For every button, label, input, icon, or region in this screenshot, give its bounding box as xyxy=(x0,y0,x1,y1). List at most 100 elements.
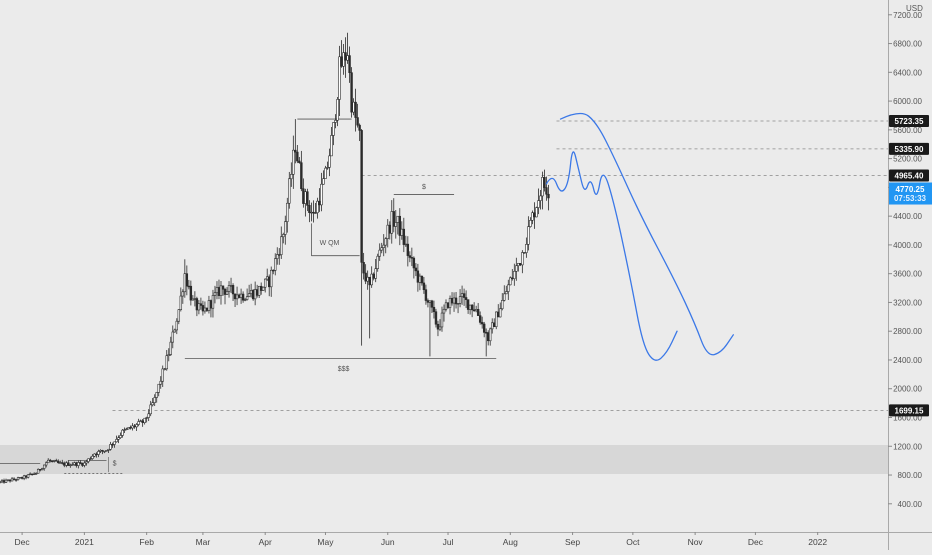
candle-body xyxy=(472,309,476,312)
candle-body xyxy=(57,460,60,463)
candle-body xyxy=(219,285,223,296)
candle-body xyxy=(402,228,406,245)
candle-body xyxy=(177,309,181,322)
candle-body xyxy=(280,236,283,255)
candle-body xyxy=(412,257,416,269)
candle-body xyxy=(519,263,522,266)
candle-body xyxy=(386,224,389,239)
candle-body xyxy=(286,202,289,222)
candle-body xyxy=(85,461,88,464)
candle-body xyxy=(47,459,50,464)
candle-body xyxy=(495,311,498,328)
candle-body xyxy=(296,151,299,162)
candle-body xyxy=(123,429,126,431)
candle-body xyxy=(368,276,371,286)
candle-body xyxy=(113,441,116,445)
candle-body xyxy=(20,477,24,479)
candle-body xyxy=(167,354,170,356)
candle-body xyxy=(420,275,424,284)
candle-body xyxy=(143,417,146,423)
candle-body xyxy=(241,293,245,301)
time-tick-label: Jun xyxy=(381,537,395,547)
candle-body xyxy=(129,427,132,429)
candle-body xyxy=(384,238,387,246)
candle-body xyxy=(454,297,458,305)
candle-body xyxy=(247,293,251,297)
time-tick-label: Jul xyxy=(443,537,454,547)
candle-body xyxy=(183,273,187,293)
candle-body xyxy=(374,268,377,279)
candle-body xyxy=(243,299,247,301)
candle-body xyxy=(509,277,512,286)
candle-body xyxy=(438,326,442,330)
candle-body xyxy=(382,244,385,248)
candle-body xyxy=(316,200,319,214)
candle-body xyxy=(362,262,365,274)
candle-body xyxy=(444,302,448,310)
candle-body xyxy=(217,287,221,296)
candle-body xyxy=(470,304,474,311)
candle-body xyxy=(2,480,6,483)
candle-body xyxy=(95,453,98,456)
candle-body xyxy=(257,285,261,296)
candle-body xyxy=(338,56,341,100)
price-tick-label: 1600.00 xyxy=(893,414,922,423)
candle-body xyxy=(34,472,38,475)
candle-body xyxy=(125,428,128,431)
candle-body xyxy=(314,212,317,214)
candle-body xyxy=(225,291,229,295)
candle-body xyxy=(356,117,359,126)
candle-body xyxy=(185,273,189,287)
candle-body xyxy=(272,269,275,272)
candle-body xyxy=(75,462,78,466)
candle-body xyxy=(16,477,20,481)
candle-body xyxy=(350,72,353,113)
candle-body xyxy=(344,52,347,61)
candle-body xyxy=(161,368,164,382)
candle-body xyxy=(119,435,122,438)
candle-body xyxy=(103,450,106,453)
candle-body xyxy=(87,458,90,462)
currency-label: USD xyxy=(906,4,923,13)
candle-body xyxy=(8,479,12,482)
price-axis[interactable]: 400.00 800.00 1200.00 1600.00 2000.00 2400.00… xyxy=(888,11,923,509)
candle-body xyxy=(181,291,185,297)
candle-body xyxy=(38,469,42,471)
candle-body xyxy=(342,52,345,67)
candle-body xyxy=(424,289,428,301)
candle-body xyxy=(406,243,410,256)
price-tick-label: 4000.00 xyxy=(893,241,922,250)
candle-body xyxy=(322,178,325,185)
time-axis[interactable]: Dec 2021 Feb Mar Apr May Jun Jul Aug Sep Oct Nov Dec… xyxy=(15,532,828,547)
candle-body xyxy=(480,322,484,325)
candle-body xyxy=(282,234,285,238)
candle-body xyxy=(378,249,381,257)
candle-body xyxy=(533,212,536,218)
candle-body xyxy=(195,298,199,311)
price-tick-label: 6800.00 xyxy=(893,40,922,49)
candle-body xyxy=(340,56,343,67)
candle-body xyxy=(366,276,369,282)
candle-body xyxy=(364,272,367,282)
price-tick-label: 5600.00 xyxy=(893,126,922,135)
candle-body xyxy=(199,303,203,306)
candle-body xyxy=(499,308,502,318)
candle-body xyxy=(294,149,297,153)
candle-body xyxy=(245,296,249,300)
time-tick-label: Nov xyxy=(688,537,704,547)
level-price-value: 5335.90 xyxy=(895,145,924,154)
level-price-value: 5723.35 xyxy=(895,117,924,126)
candle-body xyxy=(169,341,172,355)
candle-body xyxy=(139,420,142,422)
candle-body xyxy=(396,215,399,223)
candle-body xyxy=(135,424,138,428)
candle-body xyxy=(201,305,205,312)
candle-body xyxy=(151,402,154,406)
candle-body xyxy=(517,263,520,267)
candle-body xyxy=(276,254,279,259)
candle-body xyxy=(175,320,178,331)
candle-body xyxy=(207,300,211,311)
candle-body xyxy=(149,404,152,415)
